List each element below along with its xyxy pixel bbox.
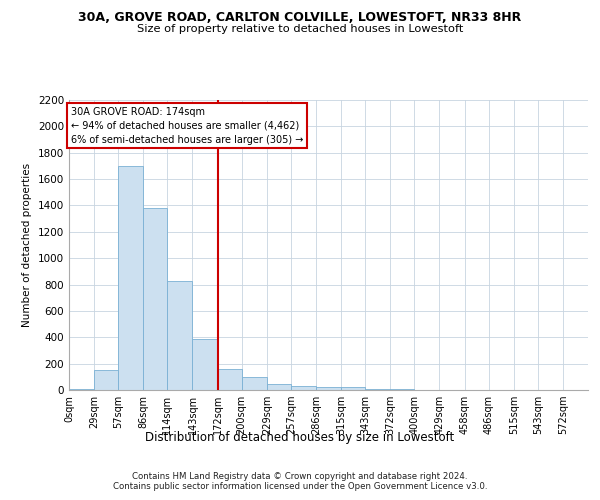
Text: 30A, GROVE ROAD, CARLTON COLVILLE, LOWESTOFT, NR33 8HR: 30A, GROVE ROAD, CARLTON COLVILLE, LOWES… (79, 11, 521, 24)
Bar (242, 377, 267, 390)
Bar (365, 389, 390, 390)
Bar (69, 388, 94, 390)
Bar (143, 208, 167, 390)
Bar (218, 369, 242, 390)
Text: Distribution of detached houses by size in Lowestoft: Distribution of detached houses by size … (145, 431, 455, 444)
Bar (167, 280, 193, 390)
Bar (118, 166, 143, 390)
Text: Size of property relative to detached houses in Lowestoft: Size of property relative to detached ho… (137, 24, 463, 34)
Text: 30A GROVE ROAD: 174sqm
← 94% of detached houses are smaller (4,462)
6% of semi-d: 30A GROVE ROAD: 174sqm ← 94% of detached… (71, 106, 303, 144)
Y-axis label: Number of detached properties: Number of detached properties (22, 163, 32, 327)
Bar (267, 384, 291, 390)
Text: Contains public sector information licensed under the Open Government Licence v3: Contains public sector information licen… (113, 482, 487, 491)
Bar (291, 386, 316, 390)
Bar (94, 370, 118, 390)
Bar (193, 338, 218, 390)
Bar (316, 386, 341, 390)
Bar (341, 388, 365, 390)
Text: Contains HM Land Registry data © Crown copyright and database right 2024.: Contains HM Land Registry data © Crown c… (132, 472, 468, 481)
